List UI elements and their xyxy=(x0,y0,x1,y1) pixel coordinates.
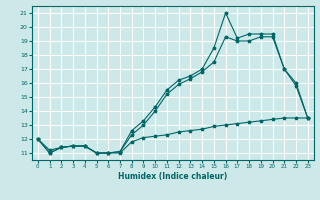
X-axis label: Humidex (Indice chaleur): Humidex (Indice chaleur) xyxy=(118,172,228,181)
